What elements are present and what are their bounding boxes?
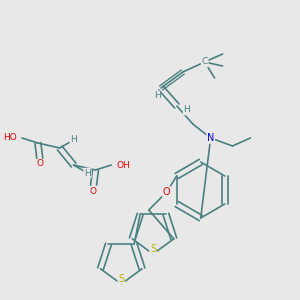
Text: H: H <box>84 169 91 178</box>
Text: O: O <box>90 187 97 196</box>
Text: H: H <box>154 92 160 100</box>
Text: O: O <box>36 160 43 169</box>
Text: S: S <box>150 244 156 254</box>
Text: O: O <box>163 187 170 197</box>
Text: H: H <box>183 106 190 115</box>
Text: C: C <box>202 58 208 67</box>
Text: S: S <box>118 274 124 284</box>
Text: HO: HO <box>3 134 17 142</box>
Text: OH: OH <box>116 160 130 169</box>
Text: H: H <box>70 136 77 145</box>
Text: N: N <box>207 133 214 143</box>
